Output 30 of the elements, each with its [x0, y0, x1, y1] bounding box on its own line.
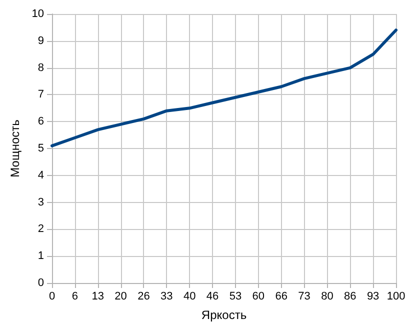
x-tick-label: 66: [275, 290, 288, 302]
y-axis-title: Мощность: [8, 120, 22, 178]
x-tick-label: 80: [321, 290, 334, 302]
x-tick-label: 73: [298, 290, 310, 302]
y-tick-label: 10: [32, 8, 44, 20]
x-tick-label: 20: [114, 290, 127, 302]
x-axis-title: Яркость: [201, 308, 247, 322]
x-tick-label: 33: [160, 290, 173, 302]
y-tick-label: 0: [38, 277, 44, 289]
x-tick-label: 46: [206, 290, 219, 302]
x-tick-label: 100: [386, 290, 406, 302]
y-tick-label: 9: [38, 34, 44, 47]
y-tick-label: 8: [38, 62, 44, 74]
y-tick-label: 4: [38, 169, 44, 182]
x-tick-label: 53: [229, 290, 242, 302]
x-tick-label: 93: [366, 290, 380, 302]
y-tick-label: 3: [38, 196, 44, 208]
x-tick-label: 86: [344, 290, 356, 302]
x-tick-label: 26: [138, 290, 150, 302]
x-tick-label: 60: [252, 290, 265, 302]
y-tick-label: 5: [38, 142, 44, 154]
line-series: [50, 28, 398, 148]
y-tick-label: 6: [38, 116, 44, 128]
y-tick-label: 1: [38, 250, 44, 262]
x-tick-label: 40: [183, 290, 196, 302]
x-tick-label: 13: [92, 290, 104, 302]
y-tick-label: 2: [38, 223, 44, 236]
x-tick-label: 0: [48, 290, 56, 302]
x-tick-label: 6: [72, 290, 78, 302]
y-tick-label: 7: [38, 88, 44, 101]
